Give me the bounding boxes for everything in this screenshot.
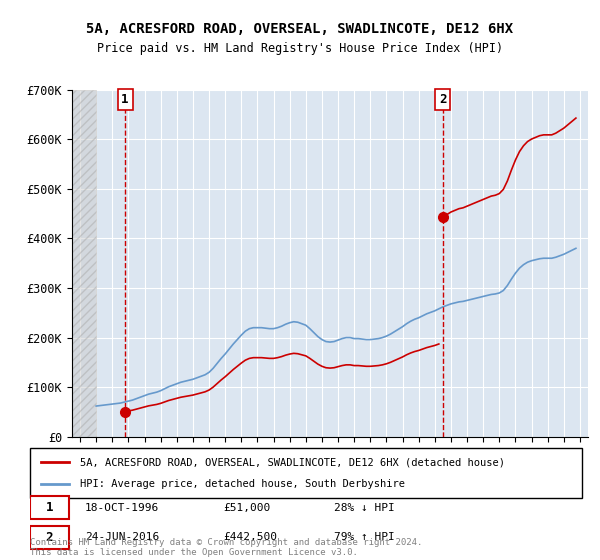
Text: 79% ↑ HPI: 79% ↑ HPI [334, 532, 394, 542]
Text: £442,500: £442,500 [223, 532, 277, 542]
Text: 18-OCT-1996: 18-OCT-1996 [85, 502, 160, 512]
FancyBboxPatch shape [30, 526, 68, 549]
FancyBboxPatch shape [30, 496, 68, 519]
Text: 28% ↓ HPI: 28% ↓ HPI [334, 502, 394, 512]
Text: 2: 2 [439, 93, 446, 106]
Text: 2: 2 [46, 531, 53, 544]
Text: Contains HM Land Registry data © Crown copyright and database right 2024.
This d: Contains HM Land Registry data © Crown c… [30, 538, 422, 557]
Text: 5A, ACRESFORD ROAD, OVERSEAL, SWADLINCOTE, DE12 6HX: 5A, ACRESFORD ROAD, OVERSEAL, SWADLINCOT… [86, 22, 514, 36]
Text: £51,000: £51,000 [223, 502, 271, 512]
Text: Price paid vs. HM Land Registry's House Price Index (HPI): Price paid vs. HM Land Registry's House … [97, 42, 503, 55]
Text: 5A, ACRESFORD ROAD, OVERSEAL, SWADLINCOTE, DE12 6HX (detached house): 5A, ACRESFORD ROAD, OVERSEAL, SWADLINCOT… [80, 457, 505, 467]
Text: 1: 1 [46, 501, 53, 514]
Text: 1: 1 [121, 93, 129, 106]
FancyBboxPatch shape [30, 448, 582, 498]
Bar [72, 90, 96, 437]
Text: HPI: Average price, detached house, South Derbyshire: HPI: Average price, detached house, Sout… [80, 479, 404, 489]
Text: 24-JUN-2016: 24-JUN-2016 [85, 532, 160, 542]
